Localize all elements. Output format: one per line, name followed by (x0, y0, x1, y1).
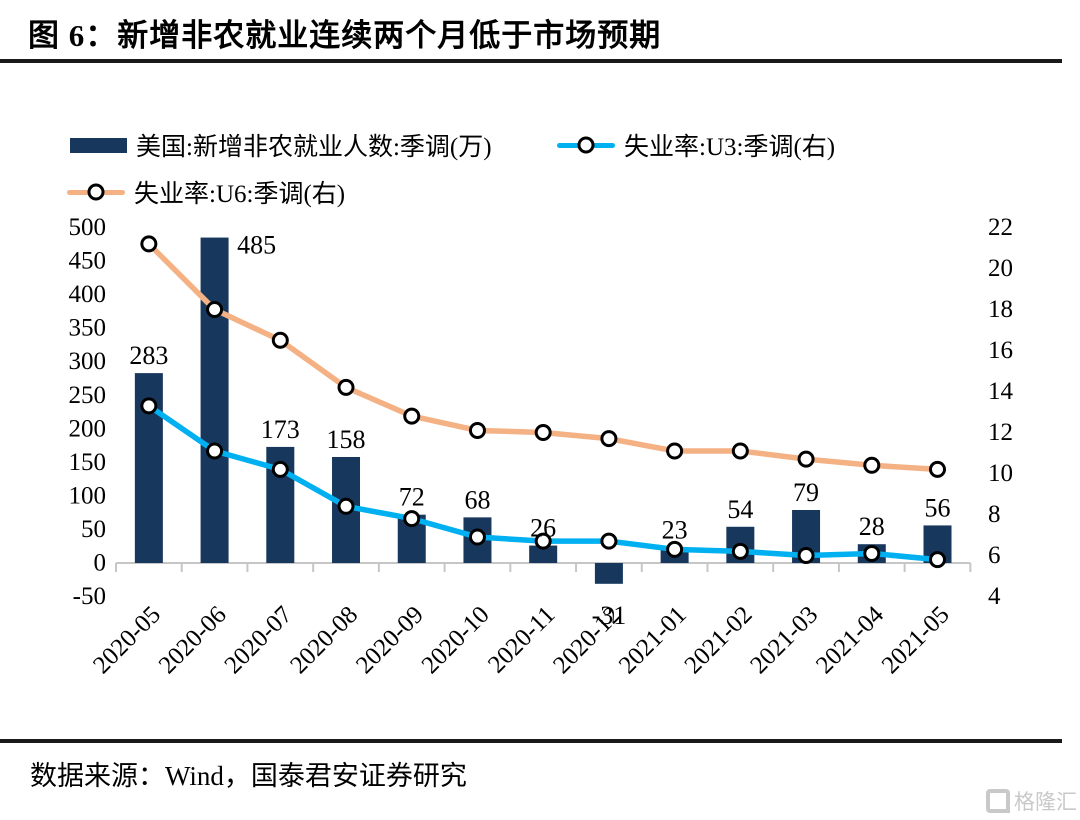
svg-text:79: 79 (793, 478, 819, 507)
legend-item-u3-line: 失业率:U3:季调(右) (557, 130, 836, 161)
u3-line-marker-icon (557, 136, 615, 154)
svg-text:4: 4 (988, 583, 1001, 610)
svg-text:22: 22 (988, 214, 1013, 241)
bar-data-labels: 283 485 173 158 72 68 26 -31 23 54 79 28 56 (129, 231, 950, 630)
legend-item-u6-line: 失业率:U6:季调(右) (67, 177, 346, 208)
svg-text:16: 16 (988, 337, 1013, 364)
svg-text:2021-04: 2021-04 (811, 601, 889, 679)
svg-text:14: 14 (988, 378, 1014, 405)
svg-text:2020-10: 2020-10 (417, 601, 495, 679)
svg-text:250: 250 (69, 382, 107, 409)
svg-text:2020-05: 2020-05 (88, 601, 166, 679)
u6-line-series (140, 235, 946, 478)
gelonghui-watermark: 格隆汇 (986, 786, 1077, 816)
svg-text:450: 450 (69, 248, 107, 275)
svg-text:18: 18 (988, 296, 1013, 323)
bar-swatch-icon (70, 137, 127, 153)
svg-text:10: 10 (988, 460, 1013, 487)
svg-text:500: 500 (69, 214, 107, 241)
svg-text:300: 300 (69, 348, 107, 375)
u6-line-marker-icon (67, 183, 125, 201)
svg-text:2020-07: 2020-07 (220, 601, 298, 679)
svg-text:150: 150 (69, 449, 107, 476)
svg-text:6: 6 (988, 542, 1001, 569)
svg-text:50: 50 (81, 516, 106, 543)
gelonghui-logo-icon (986, 789, 1010, 813)
svg-text:2020-08: 2020-08 (285, 601, 363, 679)
svg-text:100: 100 (69, 482, 107, 509)
svg-text:485: 485 (237, 231, 276, 260)
svg-text:2020-11: 2020-11 (483, 601, 560, 678)
watermark-text: 格隆汇 (1014, 791, 1077, 814)
svg-text:2020-06: 2020-06 (154, 601, 232, 679)
legend-label: 失业率:U6:季调(右) (134, 181, 346, 208)
title-divider (0, 59, 1062, 63)
svg-text:12: 12 (988, 419, 1013, 446)
footer-divider (0, 739, 1062, 743)
svg-text:8: 8 (988, 501, 1001, 528)
svg-text:2021-03: 2021-03 (745, 601, 823, 679)
svg-text:158: 158 (327, 425, 366, 454)
x-axis (115, 562, 972, 572)
svg-text:-50: -50 (73, 583, 106, 610)
svg-text:72: 72 (399, 483, 425, 512)
legend-item-nonfarm-bar: 美国:新增非农就业人数:季调(万) (70, 130, 492, 161)
svg-text:28: 28 (859, 512, 885, 541)
x-category-labels: 2020-052020-062020-072020-082020-092020-… (88, 601, 955, 679)
legend-label: 美国:新增非农就业人数:季调(万) (136, 134, 492, 161)
svg-text:2020-12: 2020-12 (548, 601, 626, 679)
u3-line-series (140, 397, 946, 569)
svg-text:68: 68 (464, 485, 490, 514)
svg-text:200: 200 (69, 415, 107, 442)
svg-text:-31: -31 (592, 601, 627, 630)
svg-text:26: 26 (530, 514, 556, 543)
svg-text:283: 283 (129, 341, 168, 370)
svg-text:2020-09: 2020-09 (351, 601, 429, 679)
svg-text:2021-02: 2021-02 (680, 601, 758, 679)
data-source-note: 数据来源：Wind，国泰君安证券研究 (30, 761, 467, 791)
svg-text:56: 56 (925, 493, 951, 522)
svg-text:0: 0 (94, 550, 107, 577)
svg-text:20: 20 (988, 255, 1013, 282)
svg-text:350: 350 (69, 315, 107, 342)
svg-text:2021-05: 2021-05 (877, 601, 955, 679)
svg-text:23: 23 (662, 516, 688, 545)
right-axis-ticks: 22 20 18 16 14 12 10 8 6 4 (988, 214, 1014, 610)
svg-text:54: 54 (727, 495, 753, 524)
svg-text:400: 400 (69, 281, 107, 308)
page-title: 图 6：新增非农就业连续两个月低于市场预期 (28, 18, 662, 53)
svg-text:173: 173 (261, 415, 300, 444)
legend-label: 失业率:U3:季调(右) (624, 134, 836, 161)
